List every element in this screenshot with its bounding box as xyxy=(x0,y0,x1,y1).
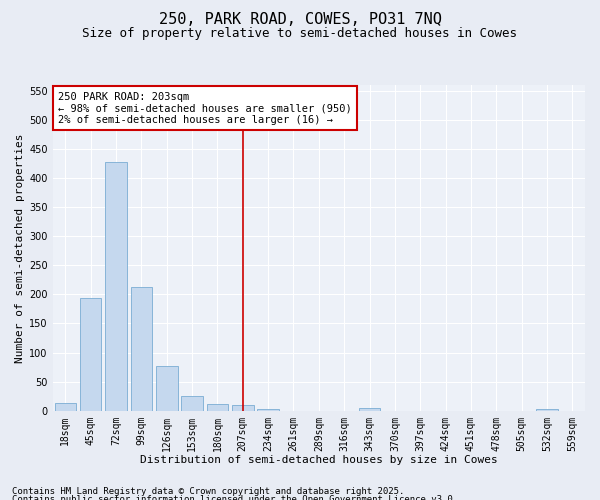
Bar xyxy=(257,409,279,410)
Bar xyxy=(359,408,380,410)
Bar xyxy=(181,396,203,410)
Text: Size of property relative to semi-detached houses in Cowes: Size of property relative to semi-detach… xyxy=(83,28,517,40)
Bar xyxy=(156,366,178,410)
Text: Contains public sector information licensed under the Open Government Licence v3: Contains public sector information licen… xyxy=(12,495,458,500)
X-axis label: Distribution of semi-detached houses by size in Cowes: Distribution of semi-detached houses by … xyxy=(140,455,498,465)
Bar xyxy=(232,406,254,410)
Bar xyxy=(105,162,127,410)
Bar xyxy=(536,409,558,410)
Bar xyxy=(206,404,228,410)
Text: Contains HM Land Registry data © Crown copyright and database right 2025.: Contains HM Land Registry data © Crown c… xyxy=(12,488,404,496)
Y-axis label: Number of semi-detached properties: Number of semi-detached properties xyxy=(15,133,25,362)
Bar xyxy=(55,403,76,410)
Bar xyxy=(131,288,152,410)
Text: 250, PARK ROAD, COWES, PO31 7NQ: 250, PARK ROAD, COWES, PO31 7NQ xyxy=(158,12,442,28)
Bar xyxy=(80,298,101,410)
Text: 250 PARK ROAD: 203sqm
← 98% of semi-detached houses are smaller (950)
2% of semi: 250 PARK ROAD: 203sqm ← 98% of semi-deta… xyxy=(58,92,352,124)
